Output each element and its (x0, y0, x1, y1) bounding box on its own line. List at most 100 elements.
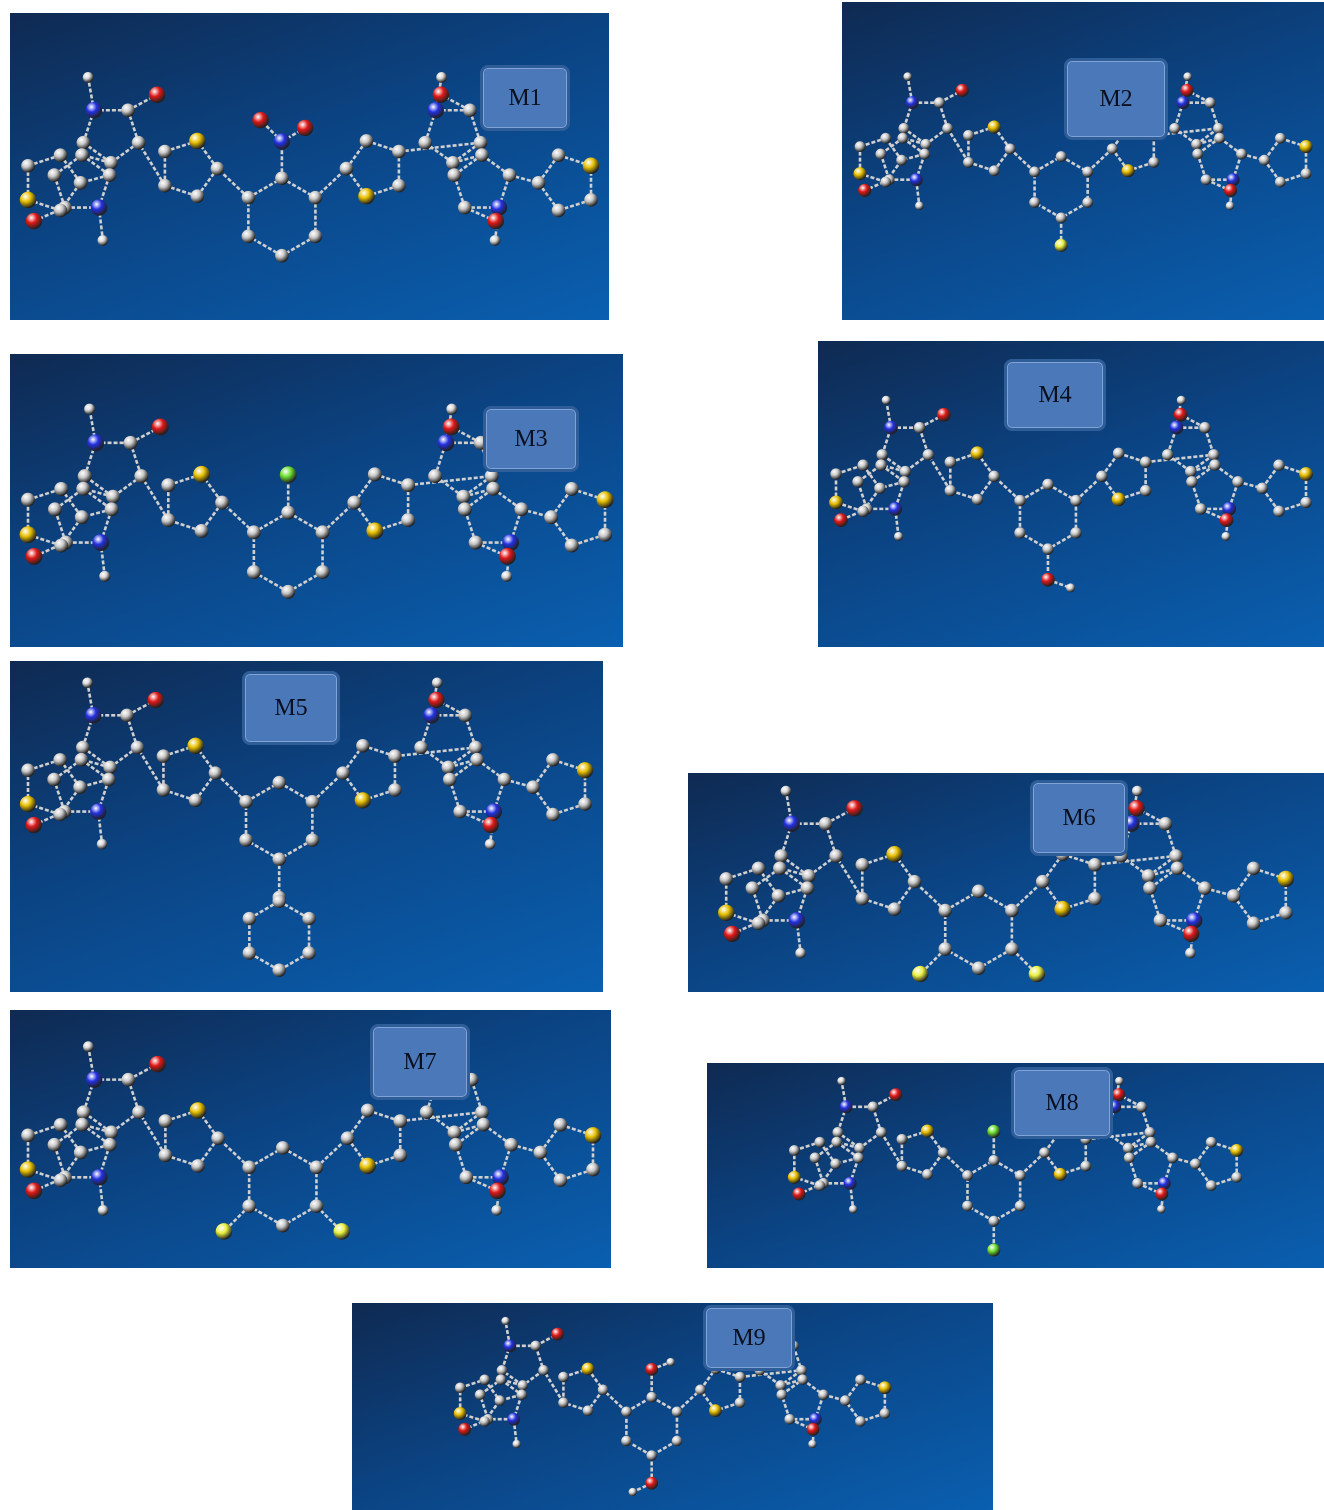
bond (1094, 854, 1177, 867)
carbon-atom (73, 176, 88, 190)
bond (968, 125, 995, 137)
carbon-atom (963, 156, 974, 168)
bond (1227, 481, 1240, 510)
bond (949, 452, 978, 464)
carbon-atom (502, 168, 517, 182)
bond (835, 855, 864, 900)
bond (835, 1140, 860, 1159)
carbon-atom (913, 421, 926, 434)
bond (879, 153, 891, 181)
bond (884, 137, 903, 161)
bond (1180, 413, 1206, 429)
sulfur-atom (358, 187, 375, 205)
carbon-atom (121, 1072, 136, 1087)
carbon-atom (1082, 166, 1094, 178)
hydrogen-atom (881, 395, 891, 405)
carbon-atom (246, 525, 261, 540)
carbon-atom (1080, 1160, 1092, 1172)
nitrogen-atom (843, 1176, 857, 1190)
carbon-atom (564, 538, 579, 553)
bond (1173, 102, 1185, 129)
carbon-atom (161, 478, 176, 493)
carbon-atom (74, 752, 89, 767)
oxygen-atom (487, 212, 504, 230)
bond (894, 481, 906, 510)
carbon-atom (468, 740, 483, 755)
sulfur-atom (354, 792, 371, 809)
bond (434, 77, 443, 111)
fluorine-atom (912, 965, 929, 983)
sulfur-atom (582, 157, 600, 174)
carbon-atom (401, 513, 416, 528)
carbon-atom (275, 171, 289, 186)
bond (938, 102, 949, 129)
carbon-atom (315, 565, 330, 579)
carbon-atom (1014, 494, 1026, 507)
bond (835, 463, 864, 476)
carbon-atom (239, 833, 253, 847)
carbon-atom (963, 129, 974, 141)
bond (1010, 880, 1044, 912)
bond (495, 1177, 502, 1211)
molecule-panel-m5: M5 (10, 661, 603, 992)
carbon-atom (1186, 476, 1198, 488)
carbon-atom (360, 1103, 375, 1118)
bond (86, 77, 96, 111)
bond (1196, 153, 1208, 181)
carbon-atom (1088, 857, 1102, 872)
hydrogen-atom (84, 403, 96, 415)
sulfur-atom (787, 1170, 801, 1184)
carbon-atom (1232, 476, 1244, 488)
bond (488, 811, 496, 845)
bond (1194, 1163, 1213, 1187)
bond (1173, 127, 1198, 146)
nitrogen-atom (273, 133, 291, 150)
hydrogen-atom (431, 677, 443, 689)
carbon-atom (814, 1180, 826, 1191)
carbon-atom (1209, 459, 1221, 471)
carbon-atom (479, 1374, 490, 1385)
bond (968, 161, 995, 172)
bond (993, 126, 1012, 150)
nitrogen-atom (1176, 96, 1190, 110)
carbon-atom (516, 1389, 527, 1400)
nitrogen-atom (909, 173, 923, 187)
carbon-atom (504, 1137, 518, 1152)
carbon-atom (1231, 1171, 1243, 1183)
carbon-atom (671, 1435, 683, 1447)
carbon-atom (347, 495, 362, 510)
carbon-atom (1192, 148, 1204, 160)
carbon-atom (1082, 197, 1094, 208)
carbon-atom (1148, 156, 1160, 168)
nitrogen-atom (437, 434, 455, 452)
carbon-atom (875, 148, 887, 160)
hydrogen-atom (96, 838, 108, 850)
carbon-atom (907, 874, 922, 889)
nitrogen-atom (1226, 173, 1240, 187)
carbon-atom (156, 783, 171, 797)
bond (862, 464, 881, 490)
nitrogen-atom (1186, 912, 1203, 929)
carbon-atom (855, 857, 869, 872)
carbon-atom (463, 103, 477, 118)
carbon-atom (1029, 166, 1040, 178)
bond (914, 179, 921, 206)
carbon-atom (544, 510, 559, 525)
bond (784, 790, 793, 824)
carbon-atom (53, 807, 67, 822)
bond (818, 1163, 837, 1187)
carbon-atom (1167, 1152, 1178, 1164)
hydrogen-atom (501, 570, 513, 582)
carbon-atom (339, 161, 354, 176)
molecule-panel-m8: M8 (707, 1063, 1324, 1268)
carbon-atom (919, 148, 930, 160)
sulfur-atom (193, 465, 210, 483)
bond (927, 454, 952, 492)
carbon-atom (517, 1380, 528, 1391)
bond (976, 452, 996, 478)
bond (1210, 1140, 1238, 1152)
carbon-atom (1055, 151, 1067, 162)
fluorine-atom (1054, 238, 1068, 252)
bond (1194, 1141, 1213, 1165)
molecule-structure-m4 (829, 395, 1313, 593)
